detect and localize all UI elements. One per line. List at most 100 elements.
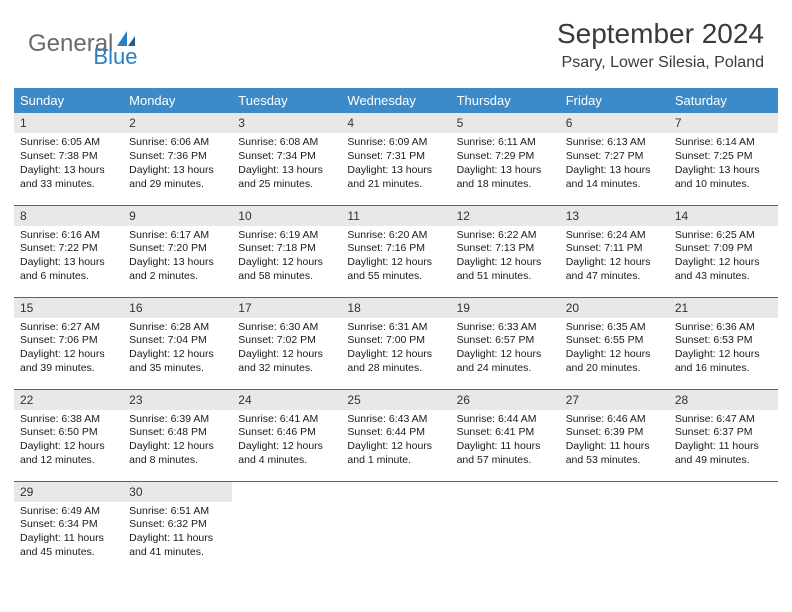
- daylight-line1: Daylight: 11 hours: [457, 440, 554, 454]
- sunrise-text: Sunrise: 6:31 AM: [347, 321, 444, 335]
- daylight-line1: Daylight: 12 hours: [566, 348, 663, 362]
- sunset-text: Sunset: 7:29 PM: [457, 150, 554, 164]
- calendar-day-cell: 13Sunrise: 6:24 AMSunset: 7:11 PMDayligh…: [560, 205, 669, 297]
- weekday-header: Monday: [123, 88, 232, 113]
- day-details: Sunrise: 6:35 AMSunset: 6:55 PMDaylight:…: [560, 318, 669, 382]
- daylight-line2: and 33 minutes.: [20, 178, 117, 192]
- daylight-line1: Daylight: 13 hours: [238, 164, 335, 178]
- daylight-line1: Daylight: 12 hours: [566, 256, 663, 270]
- day-number: 6: [560, 113, 669, 133]
- daylight-line1: Daylight: 13 hours: [675, 164, 772, 178]
- day-details: Sunrise: 6:25 AMSunset: 7:09 PMDaylight:…: [669, 226, 778, 290]
- daylight-line2: and 18 minutes.: [457, 178, 554, 192]
- calendar-day-cell: 21Sunrise: 6:36 AMSunset: 6:53 PMDayligh…: [669, 297, 778, 389]
- sunrise-text: Sunrise: 6:47 AM: [675, 413, 772, 427]
- calendar-day-cell: [669, 481, 778, 573]
- daylight-line2: and 6 minutes.: [20, 270, 117, 284]
- day-number: 26: [451, 390, 560, 410]
- day-details: Sunrise: 6:47 AMSunset: 6:37 PMDaylight:…: [669, 410, 778, 474]
- sunset-text: Sunset: 7:31 PM: [347, 150, 444, 164]
- calendar-day-cell: 10Sunrise: 6:19 AMSunset: 7:18 PMDayligh…: [232, 205, 341, 297]
- sunset-text: Sunset: 6:32 PM: [129, 518, 226, 532]
- sunset-text: Sunset: 7:04 PM: [129, 334, 226, 348]
- daylight-line1: Daylight: 12 hours: [347, 348, 444, 362]
- day-details: Sunrise: 6:33 AMSunset: 6:57 PMDaylight:…: [451, 318, 560, 382]
- calendar-week-row: 22Sunrise: 6:38 AMSunset: 6:50 PMDayligh…: [14, 389, 778, 481]
- day-details: Sunrise: 6:11 AMSunset: 7:29 PMDaylight:…: [451, 133, 560, 197]
- day-number: 28: [669, 390, 778, 410]
- calendar-day-cell: 14Sunrise: 6:25 AMSunset: 7:09 PMDayligh…: [669, 205, 778, 297]
- calendar-day-cell: 16Sunrise: 6:28 AMSunset: 7:04 PMDayligh…: [123, 297, 232, 389]
- calendar-day-cell: 11Sunrise: 6:20 AMSunset: 7:16 PMDayligh…: [341, 205, 450, 297]
- daylight-line2: and 57 minutes.: [457, 454, 554, 468]
- weekday-header: Wednesday: [341, 88, 450, 113]
- calendar-day-cell: 9Sunrise: 6:17 AMSunset: 7:20 PMDaylight…: [123, 205, 232, 297]
- day-number: 12: [451, 206, 560, 226]
- day-number: 27: [560, 390, 669, 410]
- calendar-day-cell: 8Sunrise: 6:16 AMSunset: 7:22 PMDaylight…: [14, 205, 123, 297]
- sunset-text: Sunset: 7:00 PM: [347, 334, 444, 348]
- day-number: 13: [560, 206, 669, 226]
- calendar-day-cell: 5Sunrise: 6:11 AMSunset: 7:29 PMDaylight…: [451, 113, 560, 205]
- daylight-line2: and 35 minutes.: [129, 362, 226, 376]
- day-number: 30: [123, 482, 232, 502]
- day-number: 5: [451, 113, 560, 133]
- day-number: 24: [232, 390, 341, 410]
- daylight-line2: and 55 minutes.: [347, 270, 444, 284]
- calendar-day-cell: 26Sunrise: 6:44 AMSunset: 6:41 PMDayligh…: [451, 389, 560, 481]
- daylight-line2: and 49 minutes.: [675, 454, 772, 468]
- weekday-header: Tuesday: [232, 88, 341, 113]
- daylight-line1: Daylight: 13 hours: [20, 256, 117, 270]
- sunrise-text: Sunrise: 6:43 AM: [347, 413, 444, 427]
- calendar-day-cell: [341, 481, 450, 573]
- day-details: Sunrise: 6:22 AMSunset: 7:13 PMDaylight:…: [451, 226, 560, 290]
- brand-logo: General Blue: [28, 18, 137, 70]
- day-details: Sunrise: 6:06 AMSunset: 7:36 PMDaylight:…: [123, 133, 232, 197]
- day-details: Sunrise: 6:41 AMSunset: 6:46 PMDaylight:…: [232, 410, 341, 474]
- day-details: Sunrise: 6:14 AMSunset: 7:25 PMDaylight:…: [669, 133, 778, 197]
- sunset-text: Sunset: 6:34 PM: [20, 518, 117, 532]
- sunrise-text: Sunrise: 6:08 AM: [238, 136, 335, 150]
- daylight-line1: Daylight: 12 hours: [675, 348, 772, 362]
- day-number: 11: [341, 206, 450, 226]
- sunset-text: Sunset: 7:36 PM: [129, 150, 226, 164]
- day-details: Sunrise: 6:51 AMSunset: 6:32 PMDaylight:…: [123, 502, 232, 566]
- day-number: 14: [669, 206, 778, 226]
- sunrise-text: Sunrise: 6:19 AM: [238, 229, 335, 243]
- sunset-text: Sunset: 7:13 PM: [457, 242, 554, 256]
- day-number: 2: [123, 113, 232, 133]
- calendar-day-cell: 18Sunrise: 6:31 AMSunset: 7:00 PMDayligh…: [341, 297, 450, 389]
- weekday-header: Friday: [560, 88, 669, 113]
- sunrise-text: Sunrise: 6:20 AM: [347, 229, 444, 243]
- day-number: 9: [123, 206, 232, 226]
- sunrise-text: Sunrise: 6:22 AM: [457, 229, 554, 243]
- day-number: 19: [451, 298, 560, 318]
- sunset-text: Sunset: 7:34 PM: [238, 150, 335, 164]
- sunset-text: Sunset: 7:22 PM: [20, 242, 117, 256]
- daylight-line1: Daylight: 11 hours: [129, 532, 226, 546]
- day-details: Sunrise: 6:16 AMSunset: 7:22 PMDaylight:…: [14, 226, 123, 290]
- day-details: Sunrise: 6:08 AMSunset: 7:34 PMDaylight:…: [232, 133, 341, 197]
- day-number: 1: [14, 113, 123, 133]
- daylight-line1: Daylight: 12 hours: [238, 440, 335, 454]
- day-number: 10: [232, 206, 341, 226]
- daylight-line2: and 58 minutes.: [238, 270, 335, 284]
- daylight-line2: and 51 minutes.: [457, 270, 554, 284]
- calendar-day-cell: [451, 481, 560, 573]
- calendar-day-cell: 1Sunrise: 6:05 AMSunset: 7:38 PMDaylight…: [14, 113, 123, 205]
- calendar-day-cell: [560, 481, 669, 573]
- sunrise-text: Sunrise: 6:39 AM: [129, 413, 226, 427]
- day-number: 8: [14, 206, 123, 226]
- daylight-line1: Daylight: 11 hours: [566, 440, 663, 454]
- daylight-line1: Daylight: 12 hours: [20, 348, 117, 362]
- sunset-text: Sunset: 6:41 PM: [457, 426, 554, 440]
- sunrise-text: Sunrise: 6:33 AM: [457, 321, 554, 335]
- daylight-line1: Daylight: 12 hours: [675, 256, 772, 270]
- sunset-text: Sunset: 6:39 PM: [566, 426, 663, 440]
- sunrise-text: Sunrise: 6:16 AM: [20, 229, 117, 243]
- sunset-text: Sunset: 7:06 PM: [20, 334, 117, 348]
- calendar-day-cell: 7Sunrise: 6:14 AMSunset: 7:25 PMDaylight…: [669, 113, 778, 205]
- daylight-line1: Daylight: 13 hours: [129, 256, 226, 270]
- day-details: Sunrise: 6:05 AMSunset: 7:38 PMDaylight:…: [14, 133, 123, 197]
- sunrise-text: Sunrise: 6:17 AM: [129, 229, 226, 243]
